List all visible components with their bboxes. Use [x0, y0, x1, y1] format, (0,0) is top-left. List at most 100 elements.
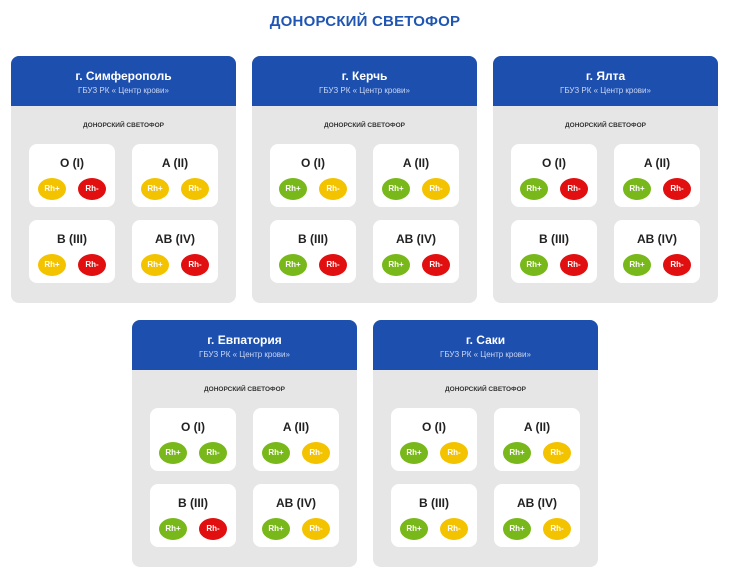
- rh-positive-indicator: Rh+: [141, 254, 169, 276]
- blood-group-cell: O (I) Rh+ Rh-: [150, 408, 236, 471]
- blood-group-name: O (I): [542, 156, 566, 170]
- rh-positive-indicator: Rh+: [400, 442, 428, 464]
- city-card-simferopol: г. Симферополь ГБУЗ РК « Центр крови» ДО…: [11, 56, 236, 303]
- blood-group-grid: O (I) Rh+ Rh- A (II) Rh+ Rh- B (III) Rh+ Rh…: [373, 408, 598, 567]
- blood-group-name: A (II): [402, 156, 430, 170]
- rh-negative-indicator: Rh-: [422, 254, 450, 276]
- rh-negative-indicator: Rh-: [543, 442, 571, 464]
- blood-group-name: A (II): [523, 420, 551, 434]
- card-org: ГБУЗ РК « Центр крови»: [319, 86, 410, 95]
- rh-positive-indicator: Rh+: [623, 254, 651, 276]
- card-org: ГБУЗ РК « Центр крови»: [78, 86, 169, 95]
- blood-group-grid: O (I) Rh+ Rh- A (II) Rh+ Rh- B (III) Rh+ Rh…: [252, 144, 477, 303]
- blood-group-cell: AB (IV) Rh+ Rh-: [614, 220, 700, 283]
- city-card-saki: г. Саки ГБУЗ РК « Центр крови» ДОНОРСКИЙ…: [373, 320, 598, 567]
- rh-negative-indicator: Rh-: [302, 442, 330, 464]
- rh-negative-indicator: Rh-: [422, 178, 450, 200]
- blood-group-cell: B (III) Rh+ Rh-: [150, 484, 236, 547]
- blood-group-cell: A (II) Rh+ Rh-: [253, 408, 339, 471]
- rh-positive-indicator: Rh+: [520, 178, 548, 200]
- blood-group-cell: A (II) Rh+ Rh-: [614, 144, 700, 207]
- blood-group-name: A (II): [161, 156, 189, 170]
- city-card-evpatoria: г. Евпатория ГБУЗ РК « Центр крови» ДОНО…: [132, 320, 357, 567]
- card-city: г. Ялта: [585, 69, 626, 83]
- blood-group-name: B (III): [539, 232, 569, 246]
- rh-positive-indicator: Rh+: [279, 178, 307, 200]
- card-org: ГБУЗ РК « Центр крови»: [199, 350, 290, 359]
- city-card-kerch: г. Керчь ГБУЗ РК « Центр крови» ДОНОРСКИ…: [252, 56, 477, 303]
- card-header: г. Евпатория ГБУЗ РК « Центр крови»: [132, 320, 357, 370]
- rh-positive-indicator: Rh+: [38, 254, 66, 276]
- blood-group-name: O (I): [181, 420, 205, 434]
- blood-group-name: AB (IV): [396, 232, 436, 246]
- blood-group-cell: A (II) Rh+ Rh-: [132, 144, 218, 207]
- card-subtitle: ДОНОРСКИЙ СВЕТОФОР: [445, 386, 526, 393]
- blood-group-name: B (III): [57, 232, 87, 246]
- blood-group-name: A (II): [643, 156, 671, 170]
- blood-group-name: B (III): [178, 496, 208, 510]
- blood-group-name: O (I): [301, 156, 325, 170]
- card-header: г. Керчь ГБУЗ РК « Центр крови»: [252, 56, 477, 106]
- blood-group-cell: O (I) Rh+ Rh-: [511, 144, 597, 207]
- card-subtitle: ДОНОРСКИЙ СВЕТОФОР: [565, 122, 646, 129]
- blood-group-grid: O (I) Rh+ Rh- A (II) Rh+ Rh- B (III) Rh+ Rh…: [11, 144, 236, 303]
- rh-positive-indicator: Rh+: [159, 518, 187, 540]
- blood-group-name: O (I): [422, 420, 446, 434]
- blood-group-grid: O (I) Rh+ Rh- A (II) Rh+ Rh- B (III) Rh+ Rh…: [493, 144, 718, 303]
- blood-group-name: AB (IV): [155, 232, 195, 246]
- card-city: г. Керчь: [341, 69, 388, 83]
- blood-group-grid: O (I) Rh+ Rh- A (II) Rh+ Rh- B (III) Rh+ Rh…: [132, 408, 357, 567]
- city-card-yalta: г. Ялта ГБУЗ РК « Центр крови» ДОНОРСКИЙ…: [493, 56, 718, 303]
- blood-group-name: AB (IV): [637, 232, 677, 246]
- rh-positive-indicator: Rh+: [503, 442, 531, 464]
- card-org: ГБУЗ РК « Центр крови»: [440, 350, 531, 359]
- rh-positive-indicator: Rh+: [623, 178, 651, 200]
- blood-group-name: A (II): [282, 420, 310, 434]
- rh-positive-indicator: Rh+: [262, 518, 290, 540]
- blood-group-cell: B (III) Rh+ Rh-: [511, 220, 597, 283]
- blood-group-cell: B (III) Rh+ Rh-: [391, 484, 477, 547]
- rh-negative-indicator: Rh-: [319, 254, 347, 276]
- rh-negative-indicator: Rh-: [440, 442, 468, 464]
- rh-negative-indicator: Rh-: [181, 178, 209, 200]
- rh-negative-indicator: Rh-: [440, 518, 468, 540]
- card-header: г. Ялта ГБУЗ РК « Центр крови»: [493, 56, 718, 106]
- blood-group-cell: B (III) Rh+ Rh-: [270, 220, 356, 283]
- rh-positive-indicator: Rh+: [279, 254, 307, 276]
- rh-negative-indicator: Rh-: [543, 518, 571, 540]
- blood-group-cell: AB (IV) Rh+ Rh-: [373, 220, 459, 283]
- card-org: ГБУЗ РК « Центр крови»: [560, 86, 651, 95]
- rh-negative-indicator: Rh-: [560, 254, 588, 276]
- rh-negative-indicator: Rh-: [199, 442, 227, 464]
- blood-group-cell: AB (IV) Rh+ Rh-: [132, 220, 218, 283]
- rh-negative-indicator: Rh-: [199, 518, 227, 540]
- rh-negative-indicator: Rh-: [663, 178, 691, 200]
- blood-group-cell: AB (IV) Rh+ Rh-: [494, 484, 580, 547]
- rh-positive-indicator: Rh+: [503, 518, 531, 540]
- blood-group-cell: O (I) Rh+ Rh-: [29, 144, 115, 207]
- blood-group-name: O (I): [60, 156, 84, 170]
- blood-group-cell: A (II) Rh+ Rh-: [373, 144, 459, 207]
- blood-group-name: B (III): [298, 232, 328, 246]
- blood-group-name: B (III): [419, 496, 449, 510]
- rh-negative-indicator: Rh-: [560, 178, 588, 200]
- rh-negative-indicator: Rh-: [319, 178, 347, 200]
- blood-group-name: AB (IV): [517, 496, 557, 510]
- blood-group-cell: O (I) Rh+ Rh-: [270, 144, 356, 207]
- rh-negative-indicator: Rh-: [181, 254, 209, 276]
- card-subtitle: ДОНОРСКИЙ СВЕТОФОР: [204, 386, 285, 393]
- page-title: ДОНОРСКИЙ СВЕТОФОР: [269, 13, 461, 30]
- rh-negative-indicator: Rh-: [78, 254, 106, 276]
- rh-positive-indicator: Rh+: [141, 178, 169, 200]
- blood-group-cell: B (III) Rh+ Rh-: [29, 220, 115, 283]
- rh-positive-indicator: Rh+: [38, 178, 66, 200]
- rh-positive-indicator: Rh+: [382, 178, 410, 200]
- card-city: г. Симферополь: [75, 69, 172, 83]
- rh-positive-indicator: Rh+: [382, 254, 410, 276]
- card-city: г. Саки: [465, 333, 506, 347]
- rh-positive-indicator: Rh+: [262, 442, 290, 464]
- blood-group-name: AB (IV): [276, 496, 316, 510]
- rh-negative-indicator: Rh-: [78, 178, 106, 200]
- blood-group-cell: AB (IV) Rh+ Rh-: [253, 484, 339, 547]
- rh-negative-indicator: Rh-: [302, 518, 330, 540]
